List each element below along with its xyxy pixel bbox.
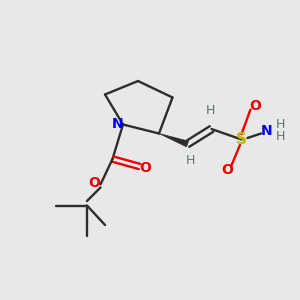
Text: O: O: [88, 176, 100, 190]
Polygon shape: [159, 134, 188, 147]
Text: N: N: [261, 124, 273, 137]
Text: O: O: [221, 163, 233, 177]
Text: O: O: [140, 161, 152, 175]
Text: H: H: [276, 118, 285, 131]
Text: O: O: [249, 99, 261, 113]
Text: N: N: [112, 118, 123, 131]
Text: H: H: [205, 104, 215, 118]
Text: H: H: [276, 130, 285, 143]
Text: S: S: [236, 132, 247, 147]
Text: H: H: [186, 154, 195, 167]
